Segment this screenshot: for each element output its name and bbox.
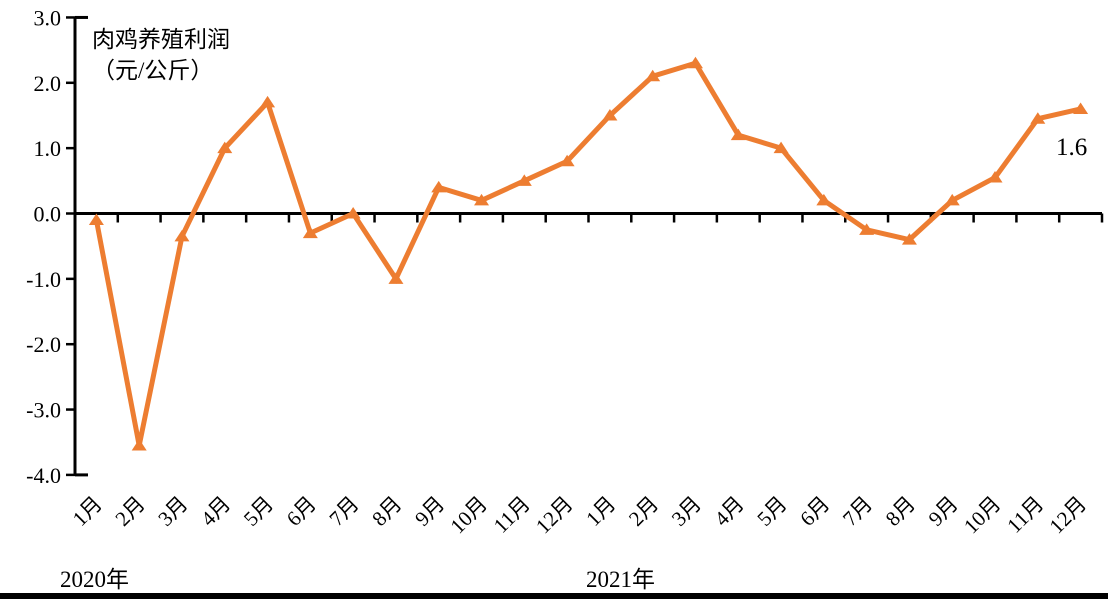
data-point-marker bbox=[859, 223, 875, 235]
y-tick-label: 2.0 bbox=[34, 71, 62, 96]
y-tick-label: -1.0 bbox=[26, 267, 61, 292]
month-label: 7月 bbox=[838, 492, 877, 531]
chart-title-text: 肉鸡养殖利润 bbox=[92, 27, 230, 52]
month-label: 7月 bbox=[324, 492, 363, 531]
y-tick-label: -3.0 bbox=[26, 398, 61, 423]
data-point-marker bbox=[1073, 102, 1089, 114]
data-point-marker bbox=[816, 193, 832, 206]
month-label: 10月 bbox=[959, 492, 1006, 539]
data-point-marker bbox=[602, 108, 618, 121]
data-point-marker bbox=[987, 171, 1003, 183]
last-value-annotation: 1.6 bbox=[1056, 134, 1088, 161]
data-point-marker bbox=[944, 193, 960, 206]
chart-unit-label: （元/公斤） bbox=[92, 58, 214, 83]
y-tick-label: -2.0 bbox=[26, 332, 61, 357]
month-label: 6月 bbox=[795, 492, 834, 531]
data-point-marker bbox=[1030, 112, 1046, 124]
month-label: 9月 bbox=[924, 492, 963, 531]
data-point-marker bbox=[559, 154, 575, 167]
month-label: 5月 bbox=[239, 492, 278, 531]
month-label: 11月 bbox=[1002, 492, 1048, 538]
data-point-marker bbox=[388, 272, 404, 284]
month-label: 1月 bbox=[581, 492, 620, 531]
month-label: 11月 bbox=[489, 492, 535, 538]
data-point-marker bbox=[217, 141, 233, 154]
year-label-2021: 2021年 bbox=[586, 567, 655, 592]
data-point-marker bbox=[730, 128, 746, 141]
month-label: 3月 bbox=[153, 492, 192, 531]
chart-title: 肉鸡养殖利润 （元/公斤） bbox=[92, 24, 230, 86]
month-label: 2月 bbox=[624, 492, 663, 531]
month-label: 12月 bbox=[531, 492, 578, 539]
data-point-marker bbox=[260, 95, 276, 108]
month-label: 8月 bbox=[367, 492, 406, 531]
data-point-marker bbox=[773, 141, 789, 154]
month-label: 9月 bbox=[410, 492, 449, 531]
y-tick-label: -4.0 bbox=[26, 463, 61, 488]
month-label: 4月 bbox=[196, 492, 235, 531]
month-label: 2月 bbox=[110, 492, 149, 531]
month-label: 4月 bbox=[710, 492, 749, 531]
profit-line bbox=[93, 60, 1084, 446]
y-tick-label: 0.0 bbox=[34, 202, 62, 227]
data-point-marker bbox=[431, 180, 447, 193]
data-point-marker bbox=[645, 69, 661, 82]
data-point-marker bbox=[131, 438, 147, 451]
month-label: 12月 bbox=[1044, 492, 1091, 539]
month-label: 3月 bbox=[667, 492, 706, 531]
month-label: 1月 bbox=[68, 492, 107, 531]
data-point-marker bbox=[901, 233, 917, 245]
bottom-border-rule bbox=[0, 593, 1108, 599]
month-label: 8月 bbox=[881, 492, 920, 531]
data-point-marker bbox=[516, 174, 532, 186]
data-point-marker bbox=[474, 193, 490, 206]
y-tick-label: 1.0 bbox=[34, 136, 62, 161]
data-point-marker bbox=[174, 229, 190, 242]
month-label: 6月 bbox=[282, 492, 321, 531]
y-tick-label: 3.0 bbox=[34, 5, 62, 30]
data-point-marker bbox=[687, 56, 703, 69]
data-point-marker bbox=[302, 226, 318, 239]
data-point-marker bbox=[88, 213, 104, 226]
data-point-marker bbox=[345, 207, 361, 219]
month-label: 5月 bbox=[752, 492, 791, 531]
year-label-2020: 2020年 bbox=[60, 567, 129, 592]
month-label: 10月 bbox=[445, 492, 492, 539]
